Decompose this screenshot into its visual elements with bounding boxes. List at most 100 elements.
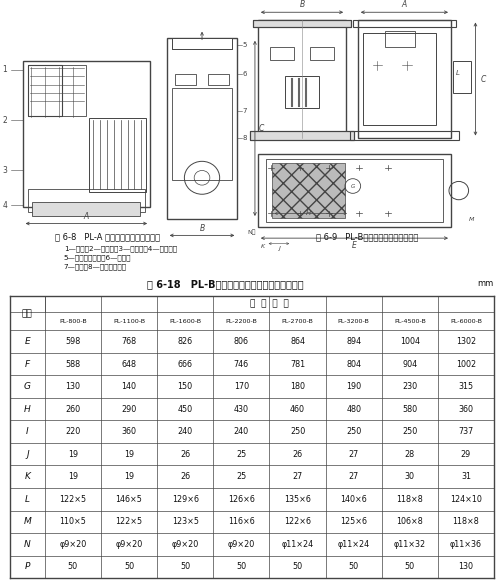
Text: 150: 150 xyxy=(177,382,193,391)
Text: φ11×24: φ11×24 xyxy=(281,540,313,548)
Text: 360: 360 xyxy=(459,405,473,414)
Text: 50: 50 xyxy=(236,563,246,571)
Bar xyxy=(358,19,451,138)
Text: 8: 8 xyxy=(242,135,246,141)
Bar xyxy=(172,38,232,49)
Text: B: B xyxy=(200,224,205,233)
Text: φ11×36: φ11×36 xyxy=(450,540,482,548)
Text: PL-2700-B: PL-2700-B xyxy=(282,319,313,324)
Text: 130: 130 xyxy=(66,382,80,391)
Text: 126×6: 126×6 xyxy=(228,495,255,504)
Text: 106×8: 106×8 xyxy=(397,517,423,526)
Text: φ9×20: φ9×20 xyxy=(115,540,143,548)
Bar xyxy=(272,163,345,218)
Text: 230: 230 xyxy=(402,382,417,391)
Text: 360: 360 xyxy=(121,427,137,436)
Text: 2: 2 xyxy=(3,115,8,125)
Text: 1004: 1004 xyxy=(400,337,420,346)
Text: 130: 130 xyxy=(459,563,473,571)
Text: 50: 50 xyxy=(292,563,302,571)
Text: J: J xyxy=(279,246,280,251)
Bar xyxy=(363,33,436,125)
Text: 7—扁袋；8—振打清灰电机: 7—扁袋；8—振打清灰电机 xyxy=(64,264,127,270)
Text: 25: 25 xyxy=(236,472,246,481)
Text: 804: 804 xyxy=(346,360,361,369)
Text: 480: 480 xyxy=(346,405,361,414)
Bar xyxy=(174,74,196,86)
Bar xyxy=(28,65,86,115)
Text: 19: 19 xyxy=(124,472,134,481)
Text: 5: 5 xyxy=(242,42,246,48)
Text: A: A xyxy=(401,0,407,9)
Bar xyxy=(353,19,456,27)
Text: H: H xyxy=(24,405,31,414)
Text: 122×6: 122×6 xyxy=(284,517,311,526)
Text: 894: 894 xyxy=(346,337,361,346)
Text: 118×8: 118×8 xyxy=(453,517,479,526)
Text: 826: 826 xyxy=(177,337,193,346)
Text: E: E xyxy=(351,241,356,250)
Text: 26: 26 xyxy=(180,449,190,459)
Bar xyxy=(266,159,443,222)
Text: 50: 50 xyxy=(405,563,415,571)
Text: φ11×32: φ11×32 xyxy=(394,540,426,548)
Text: H: H xyxy=(305,210,311,216)
Text: 19: 19 xyxy=(68,472,78,481)
Text: φ9×20: φ9×20 xyxy=(171,540,199,548)
Text: 460: 460 xyxy=(290,405,305,414)
Text: φ11×24: φ11×24 xyxy=(338,540,370,548)
Text: 135×6: 135×6 xyxy=(284,495,311,504)
Bar xyxy=(89,118,146,192)
Bar xyxy=(258,154,451,227)
Text: 19: 19 xyxy=(68,449,78,459)
Text: 260: 260 xyxy=(66,405,81,414)
Bar xyxy=(32,203,140,216)
Text: 26: 26 xyxy=(292,449,302,459)
Text: 666: 666 xyxy=(178,360,193,369)
Text: 6: 6 xyxy=(242,71,246,77)
Text: 240: 240 xyxy=(177,427,193,436)
Text: 123×5: 123×5 xyxy=(172,517,199,526)
Text: G: G xyxy=(24,382,31,391)
Text: 110×5: 110×5 xyxy=(59,517,86,526)
Text: 746: 746 xyxy=(234,360,249,369)
Bar xyxy=(208,74,229,86)
Text: 27: 27 xyxy=(349,472,359,481)
Bar xyxy=(23,61,150,207)
Bar xyxy=(250,131,354,140)
Bar xyxy=(385,30,415,47)
Text: 140: 140 xyxy=(121,382,137,391)
Text: 27: 27 xyxy=(349,449,359,459)
Text: 250: 250 xyxy=(290,427,305,436)
Text: 代号: 代号 xyxy=(22,309,33,318)
Text: 904: 904 xyxy=(402,360,417,369)
Text: 图 6-8   PL-A 型电动振打扁袋式除尘器: 图 6-8 PL-A 型电动振打扁袋式除尘器 xyxy=(55,233,160,241)
Text: I: I xyxy=(26,427,29,436)
Text: A: A xyxy=(84,212,89,221)
Text: 118×8: 118×8 xyxy=(397,495,423,504)
Text: L: L xyxy=(456,70,460,76)
Text: 129×6: 129×6 xyxy=(172,495,199,504)
Text: 图 6-9   PL-B型电动振打扁袋式除尘器: 图 6-9 PL-B型电动振打扁袋式除尘器 xyxy=(317,233,419,241)
Bar xyxy=(270,47,294,60)
Text: 806: 806 xyxy=(234,337,249,346)
Bar xyxy=(167,38,237,219)
Text: 124×10: 124×10 xyxy=(450,495,482,504)
Text: B: B xyxy=(299,0,304,9)
Text: 122×5: 122×5 xyxy=(59,495,87,504)
Text: 598: 598 xyxy=(65,337,81,346)
Text: 140×6: 140×6 xyxy=(340,495,367,504)
Text: 5—洁净空气出口；6—风机；: 5—洁净空气出口；6—风机； xyxy=(64,254,132,261)
Text: PL-1100-B: PL-1100-B xyxy=(113,319,145,324)
Bar xyxy=(28,189,145,212)
Text: 170: 170 xyxy=(234,382,249,391)
Text: 4: 4 xyxy=(3,201,8,210)
Text: L: L xyxy=(25,495,30,504)
Text: 26: 26 xyxy=(180,472,190,481)
Text: 588: 588 xyxy=(66,360,81,369)
Bar xyxy=(350,131,459,140)
Text: F: F xyxy=(25,360,30,369)
Text: 290: 290 xyxy=(121,405,137,414)
Text: PL-3200-B: PL-3200-B xyxy=(338,319,369,324)
Text: 250: 250 xyxy=(346,427,361,436)
